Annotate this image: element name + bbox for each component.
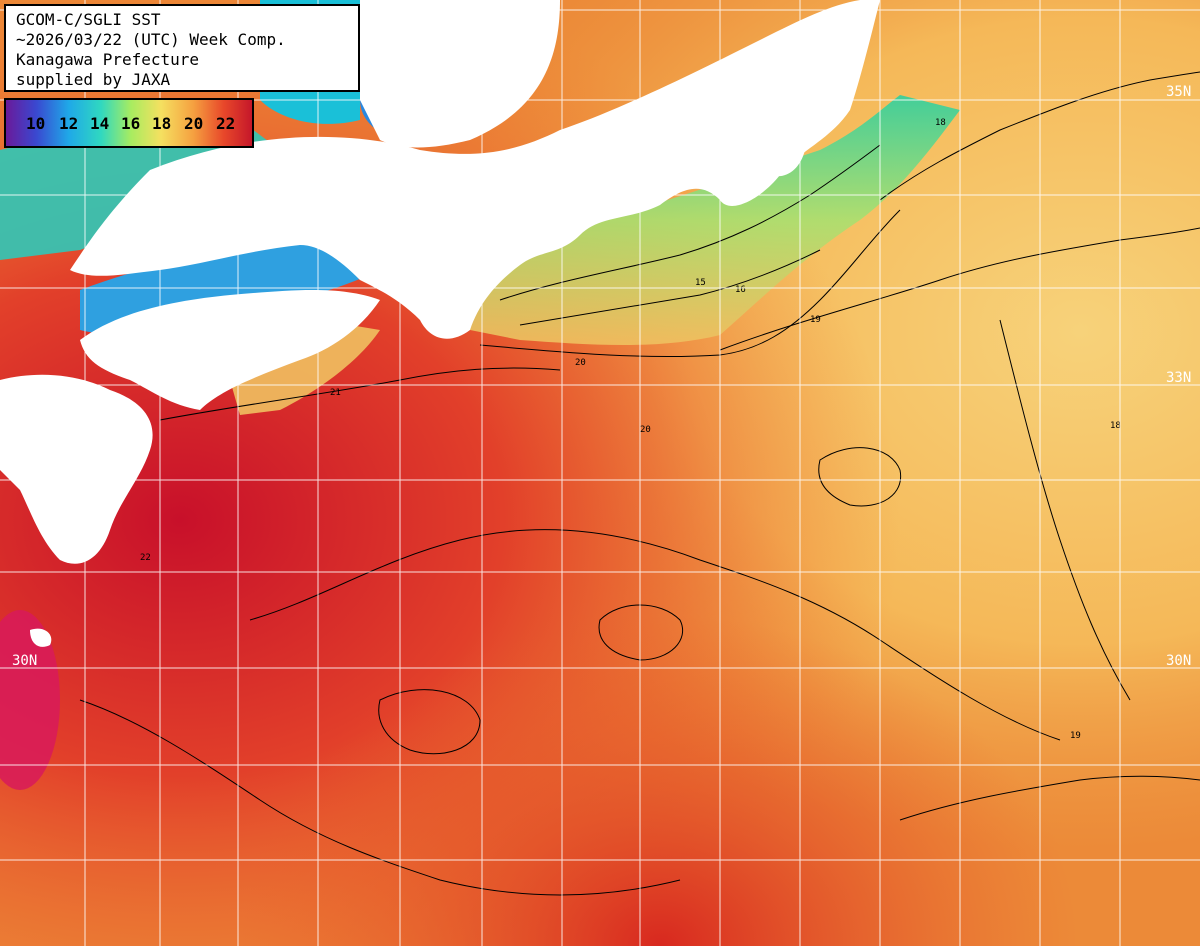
- isotherm-contours: [79, 71, 1200, 896]
- title-line-product: GCOM-C/SGLI SST: [16, 10, 161, 29]
- isotherm-15-coast: [499, 144, 881, 301]
- izu-island: [760, 138, 805, 177]
- isotherm-eddy-2: [818, 447, 902, 507]
- isotherm-20-south: [249, 529, 1061, 741]
- contour-label: 16: [735, 285, 746, 295]
- legend-tick: 14: [90, 114, 110, 133]
- contour-label: 18: [1110, 421, 1121, 431]
- kyushu-land: [0, 374, 153, 564]
- legend-tick: 16: [121, 114, 141, 133]
- contour-label: 22: [140, 553, 151, 563]
- contour-label: 21: [330, 388, 341, 398]
- honshu-central-land: [70, 0, 880, 339]
- isotherm-20-southeast: [899, 775, 1200, 821]
- coastal-cool-band: [470, 95, 960, 345]
- isotherm-19-east: [999, 319, 1131, 701]
- title-line-supplier: supplied by JAXA: [16, 70, 171, 89]
- isotherm-20: [479, 209, 901, 358]
- shikoku-land: [80, 290, 380, 410]
- small-island: [30, 628, 52, 647]
- lat-label-30n-left: 30N: [12, 653, 37, 669]
- contour-label: 19: [1070, 731, 1081, 741]
- legend-tick: 12: [59, 114, 79, 133]
- lon-label-136e: 136E: [486, 2, 502, 36]
- isotherm-21-south: [79, 699, 681, 896]
- lat-label-33n-right: 33N: [1166, 370, 1191, 386]
- contour-label: 20: [640, 425, 651, 435]
- isotherm-21: [159, 367, 561, 421]
- legend-tick: 10: [26, 114, 46, 133]
- map-title-box: GCOM-C/SGLI SST ~2026/03/22 (UTC) Week C…: [4, 4, 360, 92]
- temperature-legend: 10 12 14 16 18 20 22: [4, 98, 254, 148]
- isotherm-19: [719, 227, 1200, 351]
- lat-label-30n-right: 30N: [1166, 653, 1191, 669]
- legend-tick: 22: [216, 114, 236, 133]
- land: [0, 0, 880, 647]
- honshu-land: [360, 0, 560, 148]
- contour-label: 15: [695, 278, 706, 288]
- lat-label-35n-right: 35N: [1166, 84, 1191, 100]
- legend-tick: 18: [152, 114, 172, 133]
- legend-color-bar: [6, 100, 252, 146]
- contour-label-group: 20 19 18 15 16 21 22 20 19 18: [140, 118, 1121, 741]
- isotherm-16-coast: [519, 249, 821, 326]
- isotherm-eddy-1: [598, 604, 683, 661]
- isotherm-eddy-3: [378, 689, 481, 755]
- hot-spot-west: [0, 610, 60, 790]
- isotherm-18: [879, 71, 1200, 201]
- contour-label: 19: [810, 315, 821, 325]
- contour-label: 18: [935, 118, 946, 128]
- legend-tick: 20: [184, 114, 204, 133]
- title-line-prefecture: Kanagawa Prefecture: [16, 50, 200, 69]
- title-line-date: ~2026/03/22 (UTC) Week Comp.: [16, 30, 286, 49]
- contour-label: 20: [575, 358, 586, 368]
